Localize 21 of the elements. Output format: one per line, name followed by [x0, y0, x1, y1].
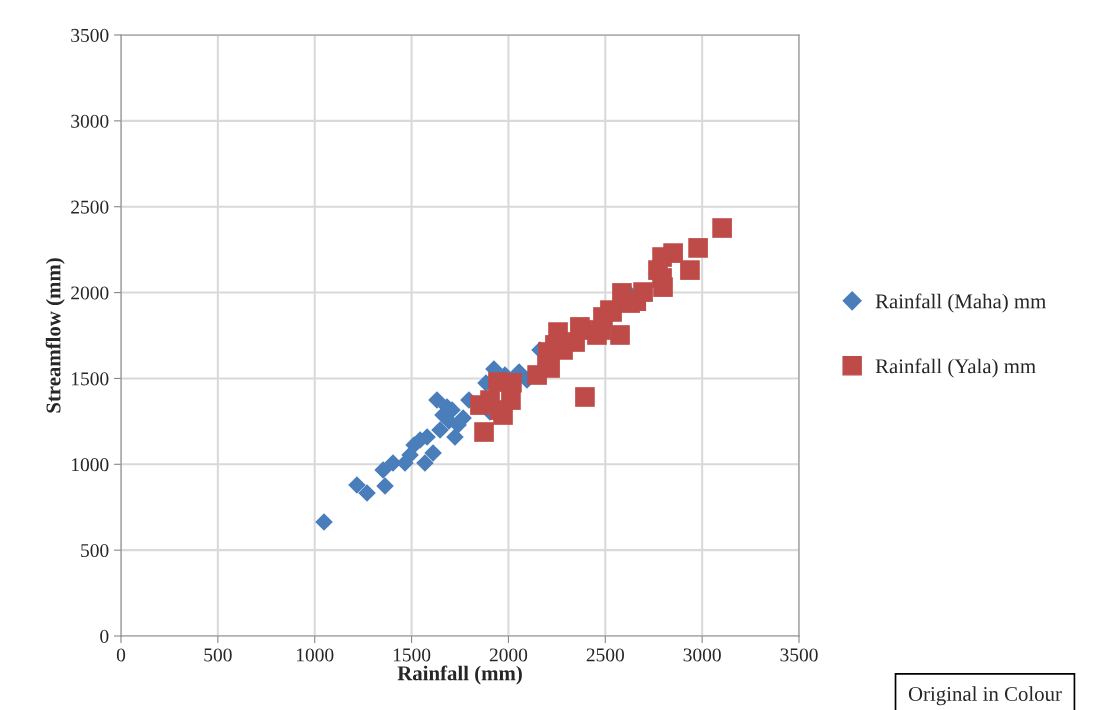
x-tick-label: 3500 — [780, 648, 818, 662]
x-tick-label: 3000 — [683, 648, 721, 662]
text: Original in Colour — [908, 686, 1062, 706]
y-tick-label: 500 — [81, 543, 109, 558]
x-tick-label: 2000 — [489, 648, 528, 662]
y-tick-label: 2000 — [71, 286, 109, 300]
x-tick-label: 0 — [116, 648, 126, 662]
y-tick-label: 3500 — [71, 28, 109, 42]
x-axis-title: Rainfall (mm) — [397, 665, 522, 685]
y-tick-label: 1500 — [72, 372, 109, 386]
x-tick-label: 2500 — [586, 648, 624, 662]
x-tick-label: 1000 — [296, 648, 334, 662]
y-axis-title: Streamflow (mm) — [45, 258, 65, 413]
y-tick-label: 1000 — [72, 458, 109, 472]
y-tick-label: 2500 — [71, 200, 109, 214]
y-tick-label: 0 — [100, 629, 109, 643]
x-tick-label: 500 — [204, 648, 232, 662]
legend-label: Rainfall (Maha) mm — [875, 293, 1046, 313]
x-tick-label: 1500 — [393, 648, 431, 662]
legend-label: Rainfall (Yala) mm — [875, 358, 1036, 378]
y-tick-label: 3000 — [71, 114, 109, 128]
